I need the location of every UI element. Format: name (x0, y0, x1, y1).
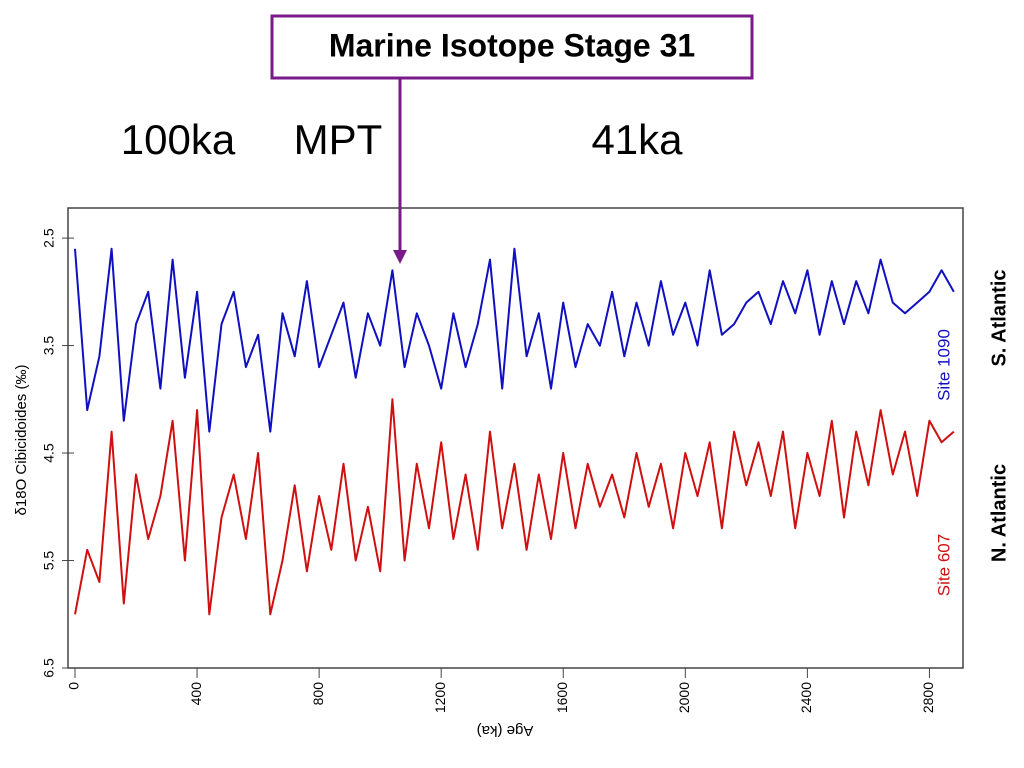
x-tick-label: 2800 (920, 682, 936, 713)
plot-frame (67, 207, 964, 669)
legend-label: Site 1090 (934, 329, 953, 401)
y-axis-label: δ18O Cibicidoides (‰) (13, 365, 30, 516)
region-label: S. Atlantic (988, 269, 1010, 366)
chart-title: Marine Isotope Stage 31 (329, 27, 695, 63)
x-tick-label: 1600 (554, 682, 570, 713)
annotation: 100ka (121, 116, 236, 163)
y-tick-label: 6.5 (41, 658, 57, 678)
x-tick-label: 0 (66, 682, 82, 690)
x-tick-label: 2000 (676, 682, 692, 713)
x-tick-label: 400 (188, 682, 204, 706)
x-tick-label: 1200 (432, 682, 448, 713)
y-tick-label: 3.5 (41, 336, 57, 356)
y-tick-label: 4.5 (41, 443, 57, 463)
series-line (74, 398, 955, 616)
arrow-head (393, 250, 407, 264)
x-tick-label: 800 (310, 682, 326, 706)
title-box (270, 14, 754, 80)
x-tick-label: 2400 (798, 682, 814, 713)
x-axis-label: Age (ka) (477, 722, 534, 739)
region-label: N. Atlantic (988, 464, 1010, 562)
annotation: MPT (294, 116, 383, 163)
annotation: 41ka (591, 116, 683, 163)
legend-label: Site 607 (934, 534, 953, 596)
y-tick-label: 2.5 (41, 228, 57, 248)
series-line (74, 247, 955, 433)
y-tick-label: 5.5 (41, 551, 57, 571)
